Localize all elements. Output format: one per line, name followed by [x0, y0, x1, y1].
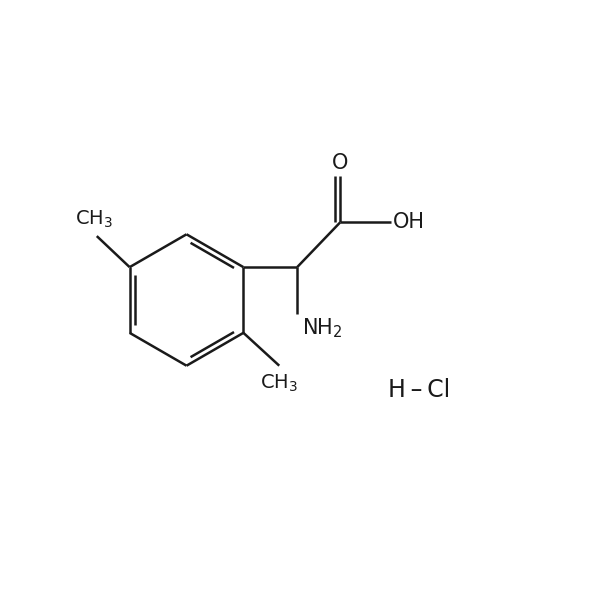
Text: H – Cl: H – Cl: [388, 377, 451, 401]
Text: CH$_3$: CH$_3$: [260, 373, 298, 394]
Text: CH$_3$: CH$_3$: [75, 209, 113, 230]
Text: OH: OH: [394, 212, 425, 232]
Text: NH$_2$: NH$_2$: [302, 317, 343, 340]
Text: O: O: [332, 153, 349, 173]
